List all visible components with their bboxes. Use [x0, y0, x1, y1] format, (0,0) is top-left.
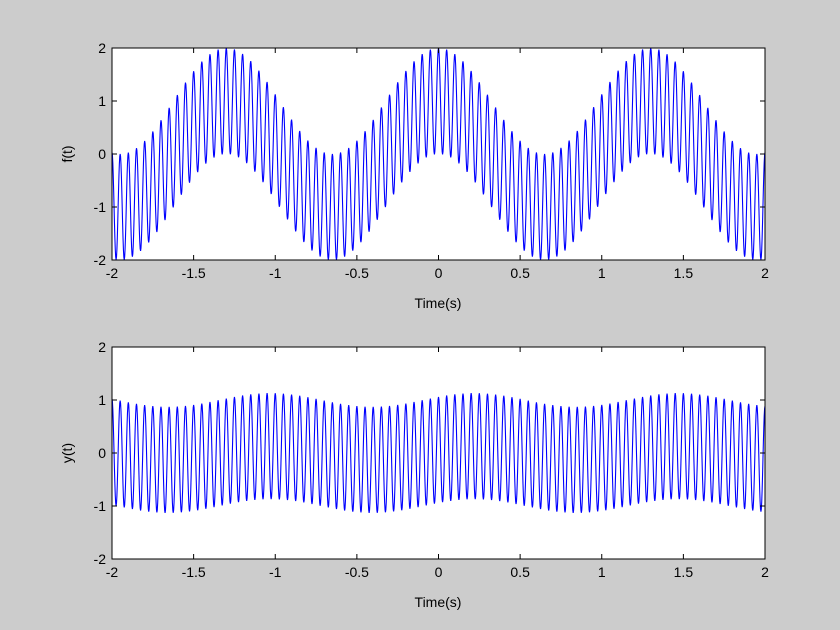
axes-background: [112, 48, 765, 260]
top-subplot: -2 -1.5 -1 -0.5 0 0.5 1 1.5 2 -2 -1 0 1 2 Time(s) f(t…: [59, 40, 769, 311]
x-tick-label: 2: [761, 564, 769, 580]
x-tick-label: -1.5: [182, 265, 206, 281]
y-tick-label: -2: [94, 252, 107, 268]
y-tick-label: -2: [94, 551, 107, 567]
x-tick-label: -1: [269, 265, 282, 281]
ticks-group: -2 -1.5 -1 -0.5 0 0.5 1 1.5 2 -2 -1 0 1 2: [94, 339, 770, 580]
x-tick-label: -1.5: [182, 564, 206, 580]
y-tick-label: 2: [98, 339, 106, 355]
x-tick-label: 1.5: [674, 564, 694, 580]
y-tick-label: -1: [94, 199, 107, 215]
x-tick-label: -0.5: [345, 265, 369, 281]
x-tick-label: 1.5: [674, 265, 694, 281]
series-group: [111, 393, 766, 513]
x-tick-label: 0.5: [510, 564, 530, 580]
y-tick-label: 2: [98, 40, 106, 56]
ticks-group: -2 -1.5 -1 -0.5 0 0.5 1 1.5 2 -2 -1 0 1 2: [94, 40, 770, 281]
series-line: [111, 393, 766, 513]
x-tick-label: 0: [435, 265, 443, 281]
axes-background: [112, 347, 765, 559]
y-tick-label: 1: [98, 93, 106, 109]
y-axis-label: f(t): [59, 145, 75, 162]
y-tick-label: 0: [98, 445, 106, 461]
x-tick-label: -1: [269, 564, 282, 580]
x-axis-label: Time(s): [415, 295, 462, 311]
y-axis-label: y(t): [59, 443, 75, 463]
x-tick-label: -2: [106, 564, 119, 580]
x-tick-label: 0.5: [510, 265, 530, 281]
x-tick-label: -2: [106, 265, 119, 281]
x-tick-label: 2: [761, 265, 769, 281]
x-tick-label: 1: [598, 564, 606, 580]
y-tick-label: 1: [98, 392, 106, 408]
y-tick-label: -1: [94, 498, 107, 514]
y-tick-label: 0: [98, 146, 106, 162]
x-tick-label: 1: [598, 265, 606, 281]
bottom-subplot: -2 -1.5 -1 -0.5 0 0.5 1 1.5 2 -2 -1 0 1 2 Time(s) y(t…: [59, 339, 769, 610]
x-tick-label: 0: [435, 564, 443, 580]
x-tick-label: -0.5: [345, 564, 369, 580]
x-axis-label: Time(s): [415, 594, 462, 610]
